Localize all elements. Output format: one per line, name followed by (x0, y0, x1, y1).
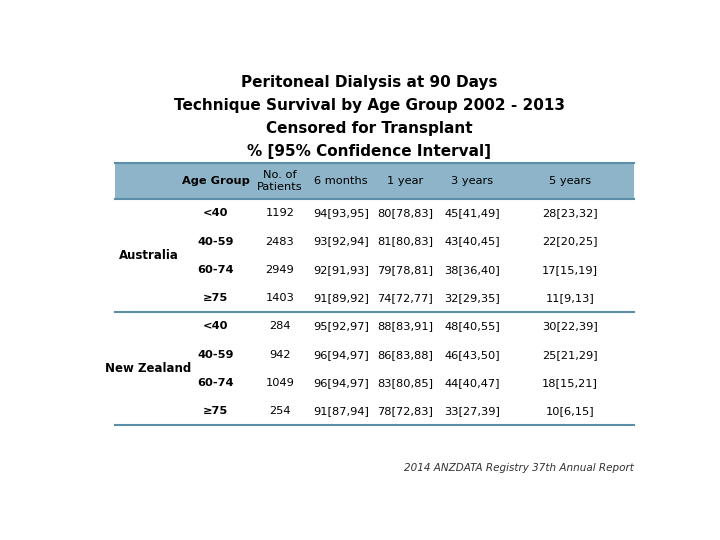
FancyBboxPatch shape (115, 163, 634, 199)
Text: 91[87,94]: 91[87,94] (313, 406, 369, 416)
Text: 942: 942 (269, 349, 290, 360)
Text: 86[83,88]: 86[83,88] (377, 349, 433, 360)
Text: No. of
Patients: No. of Patients (257, 170, 302, 192)
Text: 3 years: 3 years (451, 176, 493, 186)
Text: 46[43,50]: 46[43,50] (444, 349, 500, 360)
Text: 254: 254 (269, 406, 290, 416)
Text: 96[94,97]: 96[94,97] (313, 349, 369, 360)
Text: 30[22,39]: 30[22,39] (542, 321, 598, 332)
Text: 43[40,45]: 43[40,45] (444, 237, 500, 247)
Text: 11[9,13]: 11[9,13] (546, 293, 594, 303)
Text: 91[89,92]: 91[89,92] (313, 293, 369, 303)
Text: 2014 ANZDATA Registry 37th Annual Report: 2014 ANZDATA Registry 37th Annual Report (404, 463, 634, 473)
Text: 48[40,55]: 48[40,55] (444, 321, 500, 332)
Text: 25[21,29]: 25[21,29] (542, 349, 598, 360)
Text: 83[80,85]: 83[80,85] (377, 378, 433, 388)
Text: 40-59: 40-59 (197, 237, 234, 247)
Text: Age Group: Age Group (181, 176, 250, 186)
Text: Australia: Australia (119, 249, 179, 262)
Text: 32[29,35]: 32[29,35] (444, 293, 500, 303)
Text: ≥75: ≥75 (203, 293, 228, 303)
Text: 5 years: 5 years (549, 176, 591, 186)
Text: 95[92,97]: 95[92,97] (313, 321, 369, 332)
Text: 28[23,32]: 28[23,32] (542, 208, 598, 218)
Text: Peritoneal Dialysis at 90 Days: Peritoneal Dialysis at 90 Days (240, 75, 498, 90)
Text: 33[27,39]: 33[27,39] (444, 406, 500, 416)
Text: 78[72,83]: 78[72,83] (377, 406, 433, 416)
Text: 6 months: 6 months (315, 176, 368, 186)
Text: <40: <40 (203, 208, 228, 218)
Text: 38[36,40]: 38[36,40] (444, 265, 500, 275)
Text: 10[6,15]: 10[6,15] (546, 406, 594, 416)
Text: <40: <40 (203, 321, 228, 332)
Text: New Zealand: New Zealand (105, 362, 192, 375)
Text: 1403: 1403 (265, 293, 294, 303)
Text: 94[93,95]: 94[93,95] (313, 208, 369, 218)
Text: 81[80,83]: 81[80,83] (377, 237, 433, 247)
Text: 96[94,97]: 96[94,97] (313, 378, 369, 388)
Text: 88[83,91]: 88[83,91] (377, 321, 433, 332)
Text: 60-74: 60-74 (197, 378, 234, 388)
Text: 2949: 2949 (266, 265, 294, 275)
Text: 79[78,81]: 79[78,81] (377, 265, 433, 275)
Text: 17[15,19]: 17[15,19] (542, 265, 598, 275)
Text: 92[91,93]: 92[91,93] (313, 265, 369, 275)
Text: Censored for Transplant: Censored for Transplant (266, 121, 472, 136)
Text: 1049: 1049 (265, 378, 294, 388)
Text: 1192: 1192 (265, 208, 294, 218)
Text: 45[41,49]: 45[41,49] (444, 208, 500, 218)
Text: 93[92,94]: 93[92,94] (313, 237, 369, 247)
Text: 1 year: 1 year (387, 176, 423, 186)
Text: 80[78,83]: 80[78,83] (377, 208, 433, 218)
Text: ≥75: ≥75 (203, 406, 228, 416)
Text: 284: 284 (269, 321, 290, 332)
Text: 74[72,77]: 74[72,77] (377, 293, 433, 303)
Text: Technique Survival by Age Group 2002 - 2013: Technique Survival by Age Group 2002 - 2… (174, 98, 564, 113)
Text: 2483: 2483 (266, 237, 294, 247)
Text: 18[15,21]: 18[15,21] (542, 378, 598, 388)
Text: 44[40,47]: 44[40,47] (444, 378, 500, 388)
Text: 22[20,25]: 22[20,25] (542, 237, 598, 247)
Text: 40-59: 40-59 (197, 349, 234, 360)
Text: % [95% Confidence Interval]: % [95% Confidence Interval] (247, 144, 491, 159)
Text: 60-74: 60-74 (197, 265, 234, 275)
